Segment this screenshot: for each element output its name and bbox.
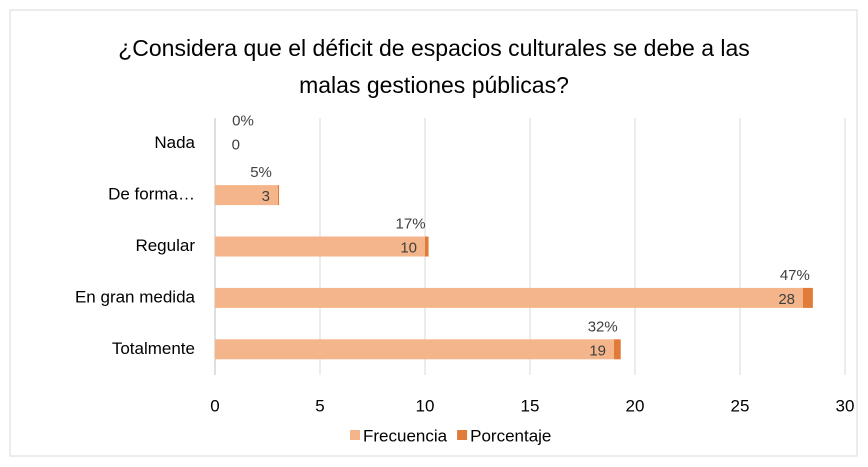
x-tick-label: 10: [416, 396, 435, 415]
x-tick-label: 30: [836, 396, 855, 415]
chart-border: [9, 9, 858, 457]
bar-segment: [278, 185, 280, 206]
data-label: 0: [232, 137, 240, 154]
data-label: 10: [400, 239, 417, 256]
y-tick-label: Regular: [135, 236, 195, 255]
x-tick-label: 20: [626, 396, 645, 415]
bar-segment: [215, 185, 278, 206]
y-tick-label: De forma…: [108, 185, 195, 204]
legend-swatch: [457, 430, 468, 440]
bar-segment: [803, 287, 813, 308]
chart-title: ¿Considera que el déficit de espacios cu…: [118, 35, 750, 98]
data-label: 19: [589, 342, 606, 359]
x-tick-label: 0: [210, 396, 219, 415]
y-tick-label: Nada: [154, 133, 195, 152]
bar-segment: [215, 236, 425, 257]
data-label: 3: [262, 188, 270, 205]
x-tick-label: 15: [521, 396, 540, 415]
data-label: 47%: [780, 267, 810, 284]
data-label: 5%: [250, 164, 272, 181]
x-tick-label: 25: [731, 396, 750, 415]
legend-swatch: [350, 430, 360, 440]
bar-segment: [215, 339, 614, 360]
data-label: 32%: [588, 318, 618, 335]
data-label: 0%: [232, 113, 254, 130]
y-tick-label: En gran medida: [75, 287, 196, 306]
bar-segment: [215, 287, 803, 308]
bar-segment: [614, 339, 621, 360]
legend-label: Frecuencia: [363, 426, 448, 445]
bar-segment: [425, 236, 429, 257]
data-label: 28: [778, 291, 795, 308]
x-tick-label: 5: [315, 396, 324, 415]
legend-label: Porcentaje: [470, 426, 551, 445]
y-tick-label: Totalmente: [112, 339, 195, 358]
data-label: 17%: [396, 215, 426, 232]
